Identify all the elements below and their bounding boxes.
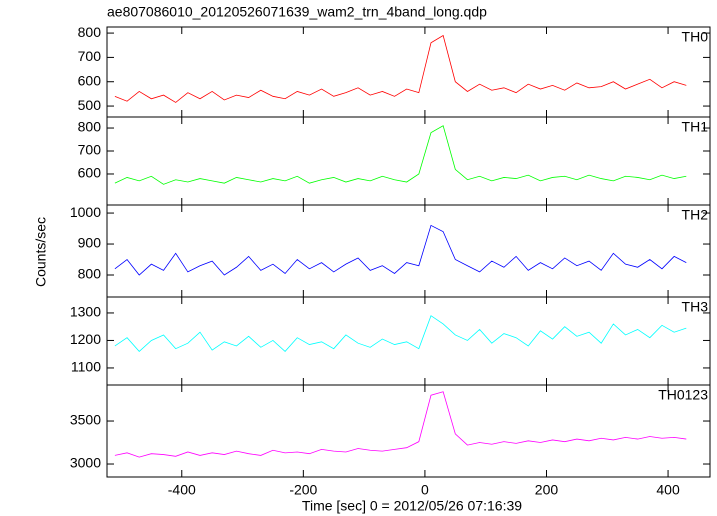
y-tick-label: 3000 [70, 455, 101, 471]
panel-frame [106, 296, 711, 386]
chart-title: ae807086010_20120526071639_wam2_trn_4ban… [107, 4, 487, 20]
legend-label: TH0 [682, 29, 709, 45]
legend-label: TH0123 [658, 387, 708, 403]
legend-label: TH3 [682, 299, 709, 315]
y-tick-label: 1000 [70, 204, 101, 220]
y-tick-label: 1200 [70, 331, 101, 347]
x-tick-label: 0 [421, 482, 429, 498]
data-line [114, 391, 687, 458]
y-tick-label: 3500 [70, 412, 101, 428]
y-tick-label: 700 [78, 48, 102, 64]
y-tick-label: 900 [78, 235, 102, 251]
x-tick-label: -200 [289, 482, 317, 498]
x-tick-label: -400 [168, 482, 196, 498]
panel-frame [106, 116, 711, 206]
y-tick-label: 700 [78, 142, 102, 158]
data-line [114, 224, 687, 276]
y-tick-label: 800 [78, 266, 102, 282]
data-line [114, 34, 687, 103]
y-tick-label: 600 [78, 165, 102, 181]
panel-frame [106, 26, 711, 118]
y-tick-label: 500 [78, 97, 102, 113]
x-axis-label: Time [sec] 0 = 2012/05/26 07:16:39 [302, 498, 522, 514]
data-line [114, 125, 687, 185]
y-tick-label: 1100 [71, 359, 101, 375]
x-tick-label: 200 [535, 482, 559, 498]
data-line [114, 315, 687, 353]
panel-frame [106, 204, 711, 298]
legend-label: TH1 [682, 119, 709, 135]
y-tick-label: 800 [78, 119, 102, 135]
y-tick-label: 600 [78, 72, 102, 88]
y-axis-label: Counts/sec [33, 217, 49, 287]
y-tick-label: 1300 [70, 304, 101, 320]
x-tick-label: 400 [656, 482, 680, 498]
panel-frame [106, 384, 711, 478]
y-tick-label: 800 [78, 24, 102, 40]
legend-label: TH2 [682, 207, 709, 223]
